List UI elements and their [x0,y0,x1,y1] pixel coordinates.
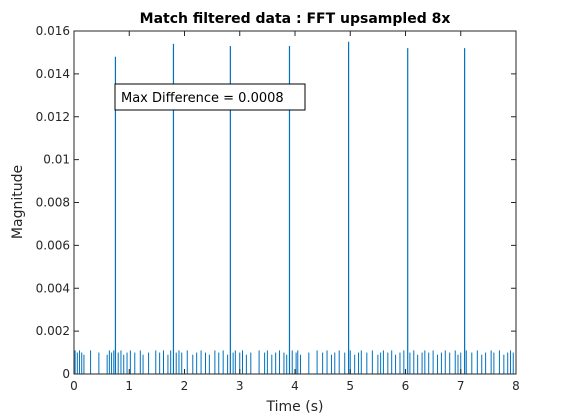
x-tick-label: 3 [236,379,244,393]
y-tick-label: 0.006 [36,238,70,252]
x-tick-label: 7 [457,379,465,393]
y-tick-label: 0 [62,367,70,381]
annotation-border [114,83,306,111]
y-tick-label: 0.008 [36,196,70,210]
y-tick-label: 0.004 [36,281,70,295]
x-axis-label: Time (s) [266,399,324,415]
y-tick-label: 0.014 [36,67,70,81]
x-tick-label: 4 [291,379,299,393]
x-tick-label: 5 [346,379,354,393]
chart-title: Match filtered data : FFT upsampled 8x [140,11,451,27]
x-tick-label: 2 [181,379,189,393]
tick-marks-and-labels: 0 1 2 3 4 5 6 7 8 0 0.002 0.004 0.006 0.008 0.01 0.012 0… [36,24,520,393]
y-tick-label: 0.01 [43,153,70,167]
x-tick-label: 8 [512,379,520,393]
x-tick-label: 0 [70,379,78,393]
y-tick-label: 0.012 [36,110,70,124]
y-tick-label: 0.016 [36,24,70,38]
x-tick-label: 6 [402,379,410,393]
y-tick-label: 0.002 [36,324,70,338]
plot-area [74,31,516,374]
y-axis-label: Magnitude [10,165,26,239]
x-tick-label: 1 [125,379,133,393]
annotation-text: Max Difference = 0.0008 [121,91,284,106]
annotation-box: Max Difference = 0.0008 [114,83,306,111]
